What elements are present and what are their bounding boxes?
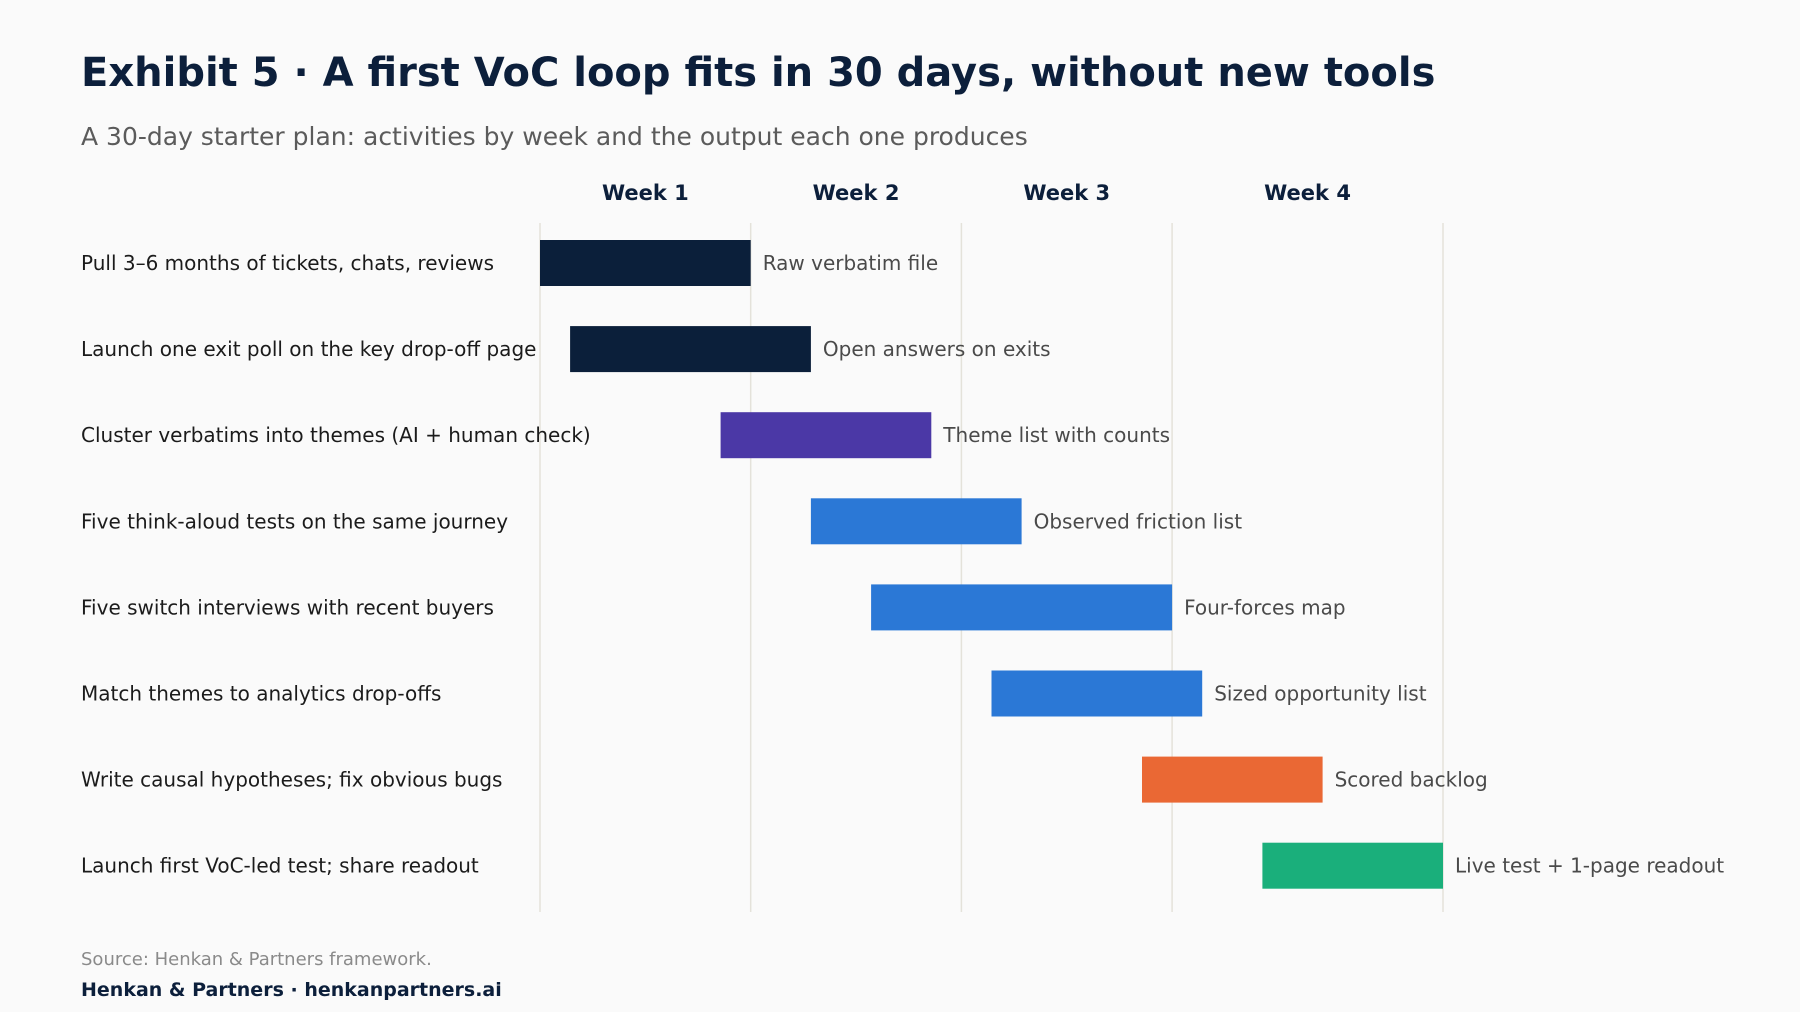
output-label: Observed friction list [1034, 509, 1243, 533]
task-bar [1142, 756, 1323, 803]
task-label: Five think-aloud tests on the same journ… [81, 509, 508, 533]
task-bar [1262, 842, 1443, 889]
source-note: Source: Henkan & Partners framework. [81, 949, 432, 970]
output-label: Scored backlog [1335, 768, 1488, 792]
week-header: Week 1 [602, 181, 689, 205]
task-label: Launch one exit poll on the key drop-off… [81, 337, 536, 361]
task-label: Launch first VoC-led test; share readout [81, 854, 479, 878]
output-label: Sized opportunity list [1214, 682, 1427, 706]
task-bar [570, 326, 811, 373]
week-headers: Week 1 Week 2 Week 3 Week 4 [602, 181, 1351, 205]
chart-title: Exhibit 5 · A first VoC loop fits in 30 … [81, 50, 1436, 96]
output-label: Raw verbatim file [763, 251, 938, 275]
week-header: Week 2 [813, 181, 900, 205]
week-header: Week 4 [1264, 181, 1351, 205]
output-label: Open answers on exits [823, 337, 1051, 361]
output-labels: Raw verbatim file Open answers on exits Th… [763, 251, 1725, 878]
output-label: Four-forces map [1184, 595, 1345, 619]
output-label: Live test + 1-page readout [1455, 854, 1724, 878]
chart-subtitle: A 30-day starter plan: activities by wee… [81, 122, 1028, 151]
task-label: Pull 3–6 months of tickets, chats, revie… [81, 251, 494, 275]
task-label: Cluster verbatims into themes (AI + huma… [81, 423, 591, 447]
task-bars [540, 240, 1443, 889]
task-bar [810, 498, 1022, 545]
task-bar [871, 584, 1173, 631]
task-bar [991, 670, 1203, 717]
task-labels: Pull 3–6 months of tickets, chats, revie… [81, 251, 591, 878]
task-bar [540, 240, 751, 286]
output-label: Theme list with counts [942, 423, 1170, 447]
task-label: Write causal hypotheses; fix obvious bug… [81, 768, 502, 792]
task-label: Match themes to analytics drop-offs [81, 682, 441, 706]
brand-footer: Henkan & Partners · henkanpartners.ai [81, 979, 502, 1001]
week-header: Week 3 [1023, 181, 1110, 205]
task-bar [720, 412, 932, 459]
task-label: Five switch interviews with recent buyer… [81, 595, 494, 619]
